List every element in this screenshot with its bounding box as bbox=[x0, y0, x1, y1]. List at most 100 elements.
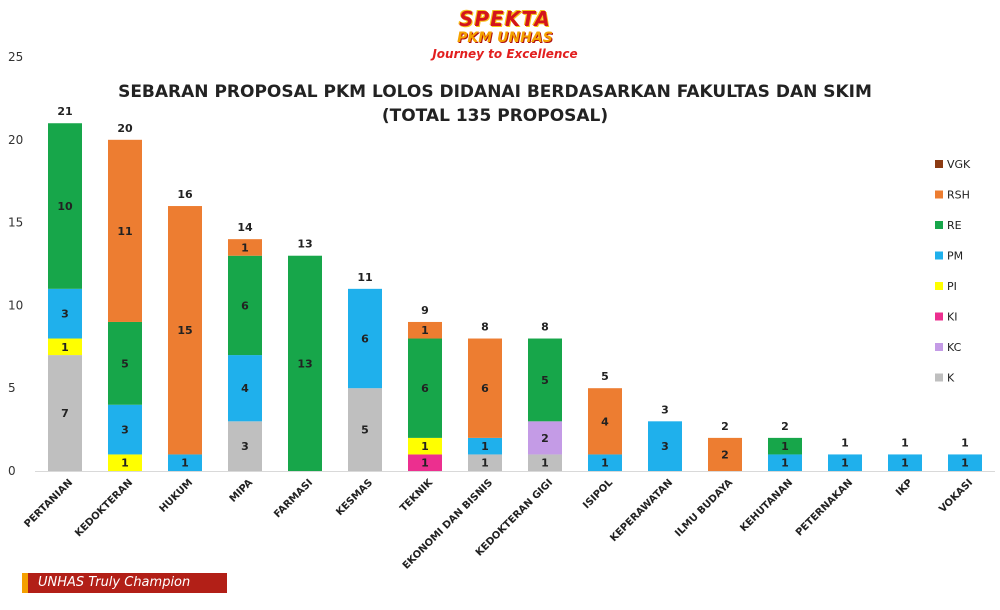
data-label: 4 bbox=[601, 415, 609, 428]
data-label: 1 bbox=[181, 457, 189, 470]
total-label: 13 bbox=[297, 238, 312, 251]
data-label: 3 bbox=[661, 440, 669, 453]
bar-segment-pm bbox=[768, 454, 802, 471]
data-label: 5 bbox=[121, 357, 129, 370]
legend-label: K bbox=[947, 372, 955, 385]
bar-segment-pm bbox=[648, 421, 682, 471]
bar-segment-k bbox=[228, 421, 262, 471]
bar-segment-re bbox=[228, 255, 262, 356]
data-label: 1 bbox=[781, 440, 789, 453]
category-label: ISIPOL bbox=[581, 477, 615, 511]
category-label: KEPERAWATAN bbox=[608, 477, 675, 544]
bar-segment-pm bbox=[948, 454, 982, 471]
bar-segment-pm bbox=[828, 454, 862, 471]
legend-swatch-pm bbox=[935, 251, 943, 260]
category-label: KESMAS bbox=[334, 477, 375, 518]
category-label: HUKUM bbox=[158, 477, 196, 515]
data-label: 1 bbox=[781, 457, 789, 470]
logo-subtitle: PKM UNHAS bbox=[457, 30, 553, 46]
category-label: KEHUTANAN bbox=[738, 477, 795, 534]
bar-segment-re bbox=[108, 321, 142, 405]
chart-title: SEBARAN PROPOSAL PKM LOLOS DIDANAI BERDA… bbox=[118, 82, 872, 102]
data-label: 3 bbox=[121, 424, 129, 437]
total-label: 2 bbox=[781, 420, 789, 433]
legend-swatch-ki bbox=[935, 312, 943, 321]
category-label: IKP bbox=[894, 477, 915, 498]
total-label: 9 bbox=[421, 304, 429, 317]
bar-segment-rsh bbox=[168, 206, 202, 455]
bar-segment-re bbox=[48, 123, 82, 289]
total-label: 21 bbox=[57, 105, 72, 118]
data-label: 1 bbox=[901, 457, 909, 470]
bar-segment-k bbox=[48, 355, 82, 471]
data-label: 10 bbox=[57, 200, 73, 213]
legend-swatch-rsh bbox=[935, 190, 943, 199]
data-label: 1 bbox=[481, 457, 489, 470]
logo-title: SPEKTA bbox=[459, 7, 551, 31]
category-label: FARMASI bbox=[272, 477, 315, 520]
footer-banner: UNHAS Truly Champion bbox=[22, 573, 227, 593]
data-label: 2 bbox=[721, 448, 729, 461]
bar-segment-pm bbox=[588, 454, 622, 471]
legend-swatch-kc bbox=[935, 343, 943, 351]
data-label: 5 bbox=[541, 374, 549, 387]
bar-segment-pi bbox=[408, 437, 442, 455]
legend-label: PM bbox=[947, 250, 963, 263]
logo-tagline: Journey to Excellence bbox=[432, 47, 578, 61]
legend-swatch-vgk bbox=[935, 160, 943, 168]
data-label: 13 bbox=[297, 357, 312, 370]
bar-segment-pi bbox=[48, 338, 82, 356]
total-label: 3 bbox=[661, 403, 669, 416]
data-label: 3 bbox=[61, 308, 69, 321]
data-label: 1 bbox=[421, 457, 429, 470]
data-label: 5 bbox=[361, 424, 369, 437]
legend-label: RE bbox=[947, 219, 962, 232]
total-label: 1 bbox=[901, 436, 909, 449]
category-label: ILMU BUDAYA bbox=[673, 477, 735, 539]
legend-label: PI bbox=[947, 280, 957, 293]
category-label: PETERNAKAN bbox=[794, 477, 855, 538]
legend-swatch-k bbox=[935, 373, 943, 382]
bar-segment-pm bbox=[108, 404, 142, 455]
y-tick-label: 0 bbox=[8, 464, 16, 478]
total-label: 8 bbox=[481, 321, 489, 334]
bar-segment-k bbox=[348, 388, 382, 471]
data-label: 2 bbox=[541, 432, 549, 445]
category-label: MIPA bbox=[228, 477, 256, 505]
total-label: 8 bbox=[541, 321, 549, 334]
bar-segment-pm bbox=[348, 288, 382, 389]
y-tick-label: 20 bbox=[8, 133, 23, 147]
bar-segment-k bbox=[528, 454, 562, 471]
data-label: 1 bbox=[421, 324, 429, 337]
data-label: 1 bbox=[841, 457, 849, 470]
bar-segment-re bbox=[768, 437, 802, 455]
data-label: 6 bbox=[241, 299, 249, 312]
category-label: PERTANIAN bbox=[23, 477, 76, 530]
bar-segment-pm bbox=[468, 437, 502, 455]
bar-segment-rsh bbox=[708, 437, 742, 471]
chart-title-block: SEBARAN PROPOSAL PKM LOLOS DIDANAI BERDA… bbox=[0, 80, 990, 128]
data-label: 3 bbox=[241, 440, 249, 453]
data-label: 6 bbox=[361, 333, 369, 346]
legend-label: KI bbox=[947, 311, 957, 324]
data-label: 1 bbox=[481, 440, 489, 453]
bar-segment-re bbox=[528, 338, 562, 422]
y-tick-label: 10 bbox=[8, 298, 23, 312]
bar-segment-kc bbox=[528, 421, 562, 455]
legend-label: RSH bbox=[947, 189, 970, 202]
category-label: VOKASI bbox=[937, 477, 975, 515]
chart-subtitle: (TOTAL 135 PROPOSAL) bbox=[381, 106, 609, 126]
data-label: 1 bbox=[961, 457, 969, 470]
total-label: 20 bbox=[117, 122, 133, 135]
y-tick-label: 15 bbox=[8, 216, 23, 230]
bar-segment-rsh bbox=[108, 139, 142, 322]
bar-segment-re bbox=[408, 338, 442, 438]
data-label: 4 bbox=[241, 382, 249, 395]
bar-segment-pi bbox=[108, 454, 142, 471]
bar-segment-pm bbox=[888, 454, 922, 471]
category-label: TEKNIK bbox=[398, 476, 436, 514]
bar-segment-rsh bbox=[408, 321, 442, 339]
legend-label: KC bbox=[947, 341, 962, 354]
bar-segment-rsh bbox=[468, 338, 502, 438]
bar-segment-re bbox=[288, 255, 322, 471]
